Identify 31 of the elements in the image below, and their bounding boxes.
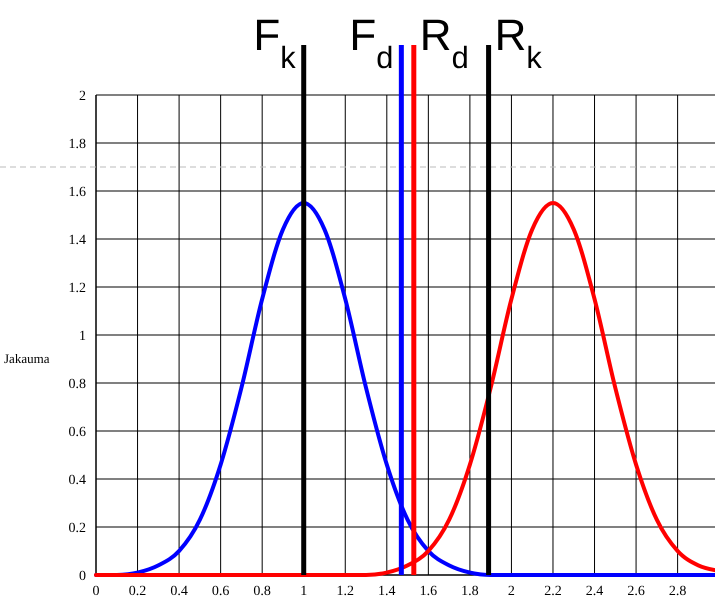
y-tick-label: 0.8 <box>68 377 86 392</box>
y-tick-label: 0.6 <box>68 425 86 440</box>
x-tick-label: 0 <box>92 584 100 599</box>
x-tick-label: 2.8 <box>668 584 686 599</box>
ref-line-label: R$_{d}$ <box>420 11 469 74</box>
x-tick-label: 1.6 <box>420 584 438 599</box>
x-tick-label: 0.2 <box>128 584 146 599</box>
y-tick-label: 2 <box>79 89 86 104</box>
x-tick-label: 1.8 <box>461 584 479 599</box>
x-tick-label: 2 <box>508 584 515 599</box>
ref-line-label: F$_{d}$ <box>349 11 394 74</box>
ref-line-label: R$_{k}$ <box>494 11 542 74</box>
ref-line-label: F$_{k}$ <box>253 11 296 74</box>
y-axis-title: Jakauma <box>4 351 50 366</box>
x-tick-label: 2.6 <box>627 584 645 599</box>
x-tick-label: 2.2 <box>544 584 562 599</box>
y-tick-label: 0 <box>79 569 86 584</box>
y-tick-label: 0.2 <box>68 521 86 536</box>
y-tick-label: 1.4 <box>68 233 86 248</box>
y-tick-label: 0.4 <box>68 473 86 488</box>
x-tick-label: 1.4 <box>378 584 396 599</box>
x-tick-label: 1 <box>300 584 308 599</box>
x-tick-label: 2.4 <box>586 584 604 599</box>
x-tick-label: 0.6 <box>212 584 230 599</box>
y-tick-label: 1.6 <box>68 185 86 200</box>
y-tick-label: 1.2 <box>68 281 86 296</box>
x-tick-label: 1.2 <box>336 584 354 599</box>
y-tick-label: 1 <box>79 329 86 344</box>
y-tick-label: 1.8 <box>68 137 86 152</box>
x-tick-label: 0.8 <box>253 584 271 599</box>
x-tick-label: 0.4 <box>170 584 188 599</box>
